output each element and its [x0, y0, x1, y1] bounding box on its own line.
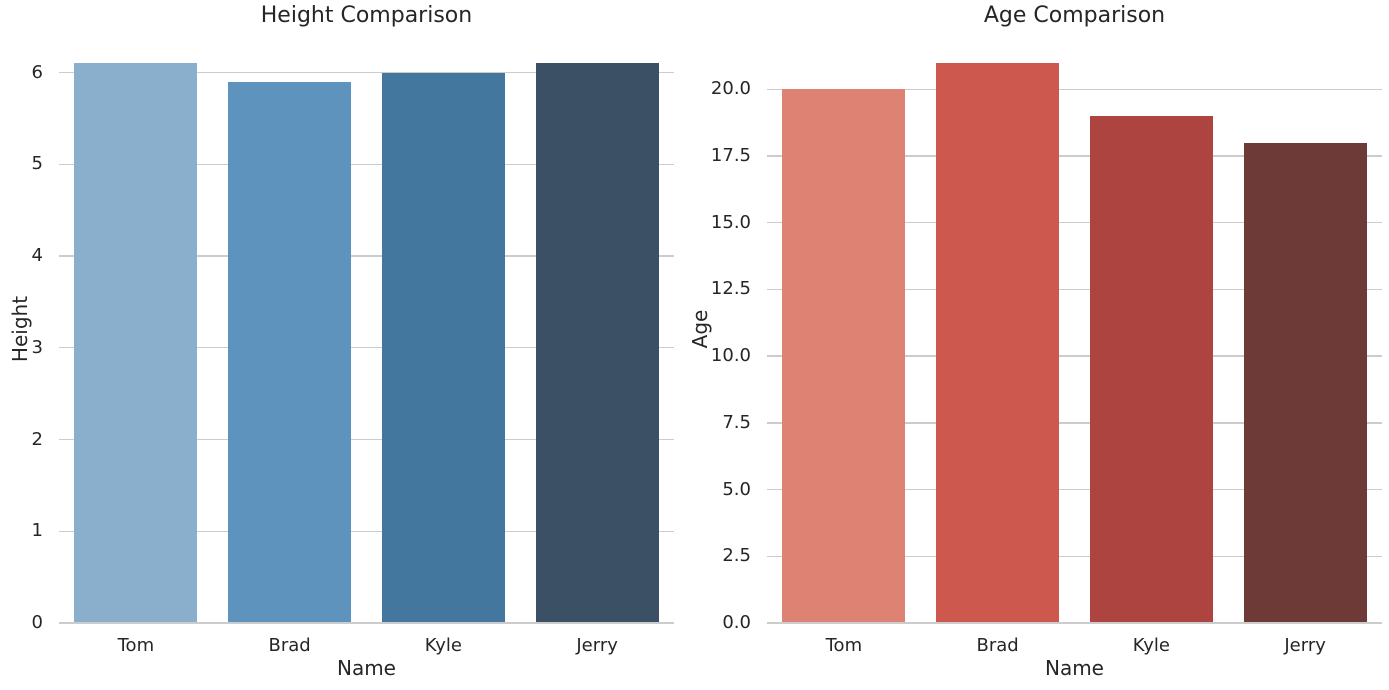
x-category-label: Brad — [976, 635, 1019, 656]
x-axis-label: Name — [336, 656, 396, 680]
gridline — [59, 622, 674, 624]
gridline — [59, 530, 674, 532]
x-category-label: Kyle — [1132, 635, 1170, 656]
y-tick-label: 3 — [31, 336, 43, 358]
y-tick-label: 4 — [31, 245, 43, 267]
gridline — [59, 255, 674, 257]
y-tick-label: 20.0 — [710, 78, 751, 100]
gridline — [767, 155, 1382, 157]
gridline — [59, 438, 674, 441]
y-tick-label: 5 — [31, 153, 43, 175]
gridline — [59, 347, 674, 349]
gridline — [767, 555, 1382, 557]
gridline — [767, 88, 1382, 90]
chart-title: Age Comparison — [983, 3, 1166, 28]
x-category-label: Kyle — [424, 635, 462, 656]
y-tick-label: 2 — [31, 428, 43, 450]
x-category-label: Brad — [268, 635, 311, 656]
chart-title: Height Comparison — [260, 3, 473, 28]
gridline — [767, 221, 1382, 224]
y-tick-label: 2.5 — [722, 545, 751, 567]
bar-jerry — [1243, 142, 1367, 623]
y-axis-label: Age — [688, 309, 712, 348]
gridline — [767, 488, 1382, 491]
y-tick-label: 6 — [31, 61, 43, 83]
x-axis-label: Name — [1044, 656, 1104, 680]
y-tick-label: 0.0 — [722, 612, 751, 633]
gridline — [767, 422, 1382, 424]
y-tick-label: 1 — [31, 520, 43, 542]
y-tick-label: 7.5 — [722, 411, 751, 433]
gridline — [59, 163, 674, 165]
bar-kyle — [381, 72, 505, 623]
y-tick-label: 15.0 — [710, 211, 751, 233]
gridline — [767, 355, 1382, 357]
x-category-label: Tom — [117, 635, 155, 656]
y-tick-label: 17.5 — [710, 144, 751, 166]
y-axis-label: Height — [8, 295, 32, 362]
x-category-label: Tom — [825, 635, 863, 656]
y-tick-label: 10.0 — [710, 345, 751, 367]
gridline — [767, 622, 1382, 624]
plot-area: 0 1 2 3 4 5 6 Tom Brad Kyle Jerry — [32, 34, 674, 656]
bar-tom — [74, 63, 198, 623]
bar-brad — [936, 62, 1060, 623]
bar-jerry — [535, 63, 659, 623]
bar-kyle — [1089, 115, 1213, 623]
gridline — [767, 288, 1382, 291]
x-axis-line — [59, 622, 674, 624]
bar-brad — [228, 81, 352, 623]
bar-tom — [782, 89, 906, 623]
y-tick-label: 5.0 — [722, 478, 751, 500]
x-axis-line — [767, 622, 1382, 624]
x-category-label: Jerry — [576, 635, 618, 656]
x-category-label: Jerry — [1284, 635, 1326, 656]
y-tick-label: 0 — [31, 612, 43, 633]
gridline — [59, 71, 674, 74]
plot-area: 0.0 2.5 5.0 7.5 10.0 12.5 15.0 17.5 20.0 Tom Brad K… — [711, 34, 1382, 656]
y-tick-label: 12.5 — [710, 278, 751, 300]
